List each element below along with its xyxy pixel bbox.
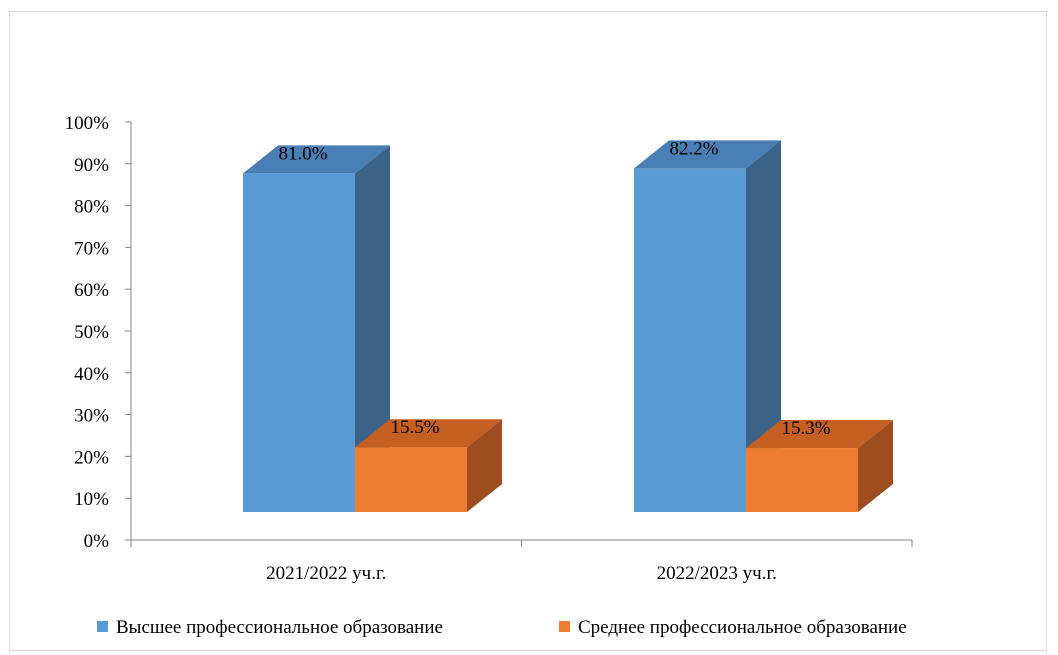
y-tick-label: 20% — [74, 447, 109, 468]
y-tick-label: 30% — [74, 406, 109, 427]
bar-side — [355, 145, 390, 513]
data-label: 81.0% — [278, 143, 327, 164]
x-category-label: 2021/2022 уч.г. — [266, 563, 386, 584]
bar-top — [243, 145, 390, 174]
y-tick-label: 0% — [84, 531, 110, 552]
bar-top — [355, 419, 502, 448]
y-tick-label: 70% — [74, 238, 109, 259]
bar-front — [355, 447, 467, 512]
bar-side — [746, 140, 781, 513]
bar-front — [746, 448, 858, 512]
legend-swatch — [97, 621, 108, 632]
y-tick-label: 10% — [74, 489, 109, 510]
legend-swatch — [559, 621, 570, 632]
legend-label: Среднее профессиональное образование — [578, 617, 907, 638]
data-label: 15.3% — [781, 418, 830, 439]
bar-side — [467, 419, 502, 512]
bar-top — [746, 420, 893, 449]
data-label: 82.2% — [669, 138, 718, 159]
bar-front — [634, 168, 746, 513]
x-category-label: 2022/2023 уч.г. — [657, 563, 777, 584]
bar-front — [243, 173, 355, 513]
y-tick-label: 80% — [74, 197, 109, 218]
legend-label: Высшее профессиональное образование — [116, 617, 443, 638]
bar-side — [858, 420, 893, 512]
y-tick-label: 50% — [74, 322, 109, 343]
data-label: 15.5% — [390, 417, 439, 438]
chart-frame — [9, 11, 1047, 651]
y-tick-label: 40% — [74, 364, 109, 385]
y-tick-label: 100% — [65, 113, 110, 134]
y-tick-label: 90% — [74, 155, 109, 176]
y-tick-label: 60% — [74, 280, 109, 301]
bar-top — [634, 140, 781, 169]
